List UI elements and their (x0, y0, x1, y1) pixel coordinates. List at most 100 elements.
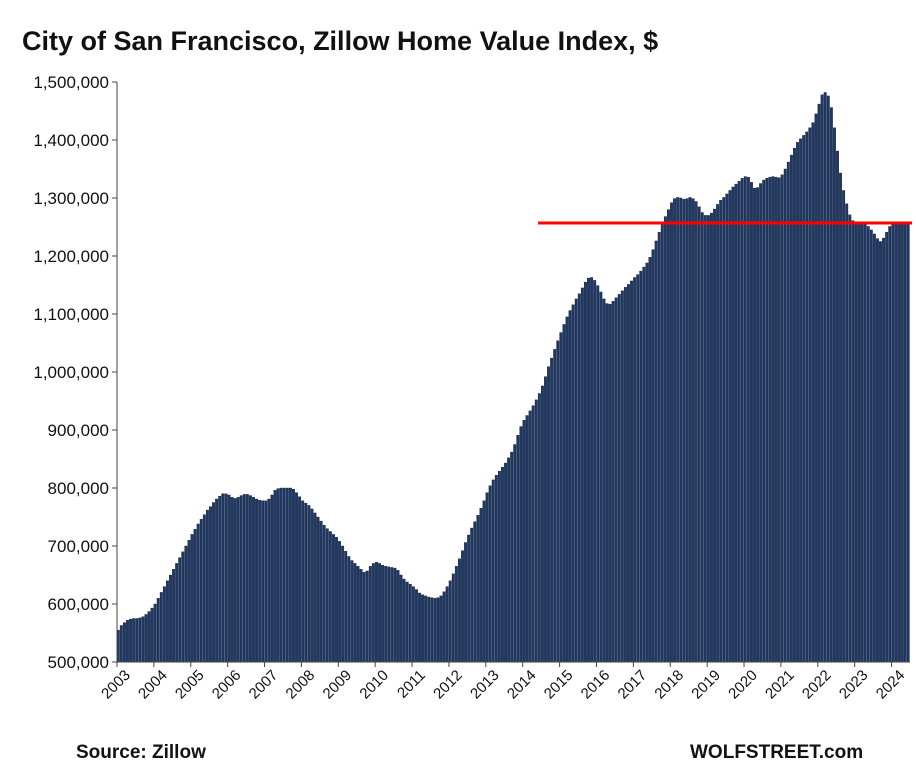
bar (368, 566, 372, 663)
bar (224, 493, 228, 663)
bar (713, 208, 716, 663)
chart-title: City of San Francisco, Zillow Home Value… (22, 26, 659, 56)
bar (467, 534, 471, 663)
bar (129, 618, 132, 663)
bar (525, 415, 529, 663)
bar (845, 203, 849, 663)
y-tick-label: 800,000 (48, 479, 109, 498)
x-tick-label: 2020 (725, 667, 761, 703)
bar (384, 566, 388, 663)
bar (562, 324, 566, 663)
bar (172, 569, 176, 663)
bar (719, 200, 723, 663)
bar (433, 598, 437, 663)
bar (473, 521, 477, 663)
x-tick-label: 2010 (356, 667, 392, 703)
bar (789, 154, 793, 663)
bar (347, 556, 351, 663)
bar (580, 287, 584, 663)
bar (587, 277, 590, 663)
bar (375, 562, 378, 663)
y-tick-label: 700,000 (48, 537, 109, 556)
bar (860, 223, 864, 663)
bar (316, 516, 320, 663)
bar (842, 190, 846, 663)
bar (768, 176, 772, 663)
bar (418, 592, 421, 663)
bar (292, 488, 295, 663)
bar (399, 574, 403, 663)
x-tick-label: 2009 (320, 667, 356, 703)
bar (642, 266, 646, 663)
bar (547, 366, 551, 663)
bar (365, 570, 369, 663)
bar (663, 216, 667, 663)
bar (236, 497, 240, 663)
y-tick-label: 1,500,000 (33, 73, 109, 92)
bar (325, 528, 329, 663)
bar (258, 500, 262, 663)
bar (267, 498, 271, 663)
bar (577, 293, 581, 663)
bar (184, 545, 188, 663)
bar (817, 103, 821, 663)
bar (310, 508, 314, 663)
bar (282, 487, 286, 663)
bar (722, 197, 726, 663)
bar (774, 176, 778, 663)
bar (599, 291, 603, 663)
y-axis-ticks: 500,000 600,000 700,000 800,000 900,000 1,000… (33, 73, 117, 672)
bar (387, 566, 391, 663)
bar (510, 451, 514, 663)
bar (793, 147, 796, 663)
bar (605, 303, 609, 663)
bar (765, 178, 769, 663)
bar (611, 301, 615, 663)
bar (651, 249, 655, 663)
bar (906, 223, 910, 663)
bar (209, 506, 212, 663)
bar (221, 493, 225, 663)
bar (193, 529, 197, 663)
bar (504, 462, 507, 663)
bar (454, 566, 458, 663)
bar (623, 287, 627, 663)
x-tick-label: 2004 (135, 667, 171, 703)
bar (725, 193, 729, 663)
bar (685, 198, 689, 663)
bar (485, 492, 489, 663)
x-tick-label: 2017 (615, 667, 651, 703)
bar (494, 475, 498, 663)
bar (356, 566, 360, 663)
bar (839, 172, 843, 663)
bar (556, 340, 560, 663)
bar (497, 471, 501, 663)
bar (285, 487, 289, 663)
bar (138, 617, 142, 663)
bar (519, 426, 523, 663)
x-axis-ticks: 2003 2004 2005 2006 2007 2008 2009 2010 2011 2012… (98, 662, 908, 702)
bar (811, 122, 815, 663)
bar (371, 563, 375, 663)
source-note: Source: Zillow (76, 742, 206, 763)
bar (596, 285, 600, 663)
bar (328, 531, 332, 663)
bar (390, 567, 394, 663)
bar (667, 209, 670, 663)
bar (851, 220, 855, 663)
bar (737, 181, 741, 663)
bar (885, 232, 889, 663)
bar (331, 534, 335, 663)
bar (657, 232, 661, 663)
bar (602, 298, 606, 663)
bar (442, 591, 446, 663)
bar (122, 622, 126, 663)
bar (780, 174, 784, 663)
bar (731, 186, 735, 663)
bar (614, 297, 618, 663)
bar (528, 410, 532, 663)
bar (882, 237, 886, 663)
bar (593, 280, 597, 663)
bar (746, 176, 750, 663)
